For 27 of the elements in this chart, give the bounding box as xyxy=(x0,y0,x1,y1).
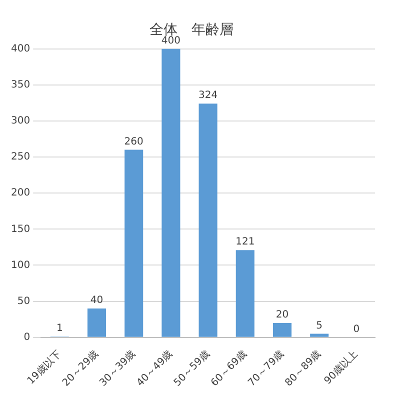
y-tick-label: 100 xyxy=(10,260,30,271)
data-label: 121 xyxy=(236,236,255,248)
data-label: 20 xyxy=(276,310,289,321)
x-tick-label: 20～29歳 xyxy=(60,348,101,389)
y-tick-label: 350 xyxy=(10,79,30,90)
data-label: 5 xyxy=(316,320,323,332)
y-tick-label: 400 xyxy=(10,43,30,54)
bar xyxy=(310,334,329,337)
bar xyxy=(236,250,254,337)
data-label: 40 xyxy=(90,295,104,306)
y-tick-label: 0 xyxy=(24,332,30,343)
data-label: 400 xyxy=(161,35,180,46)
data-label: 1 xyxy=(56,323,63,334)
y-tick-label: 300 xyxy=(10,116,30,127)
y-tick-label: 50 xyxy=(17,296,30,307)
data-label: 0 xyxy=(353,324,360,335)
x-tick-label: 90歳以上 xyxy=(322,348,360,387)
y-tick-label: 250 xyxy=(10,152,30,163)
bar xyxy=(162,48,180,337)
bar xyxy=(198,104,218,337)
y-tick-label: 150 xyxy=(10,224,30,235)
bar xyxy=(124,150,144,337)
y-tick-label: 200 xyxy=(10,188,30,199)
bar xyxy=(272,322,292,337)
bar xyxy=(87,308,106,337)
data-label: 324 xyxy=(198,90,218,102)
data-label: 260 xyxy=(124,136,144,148)
